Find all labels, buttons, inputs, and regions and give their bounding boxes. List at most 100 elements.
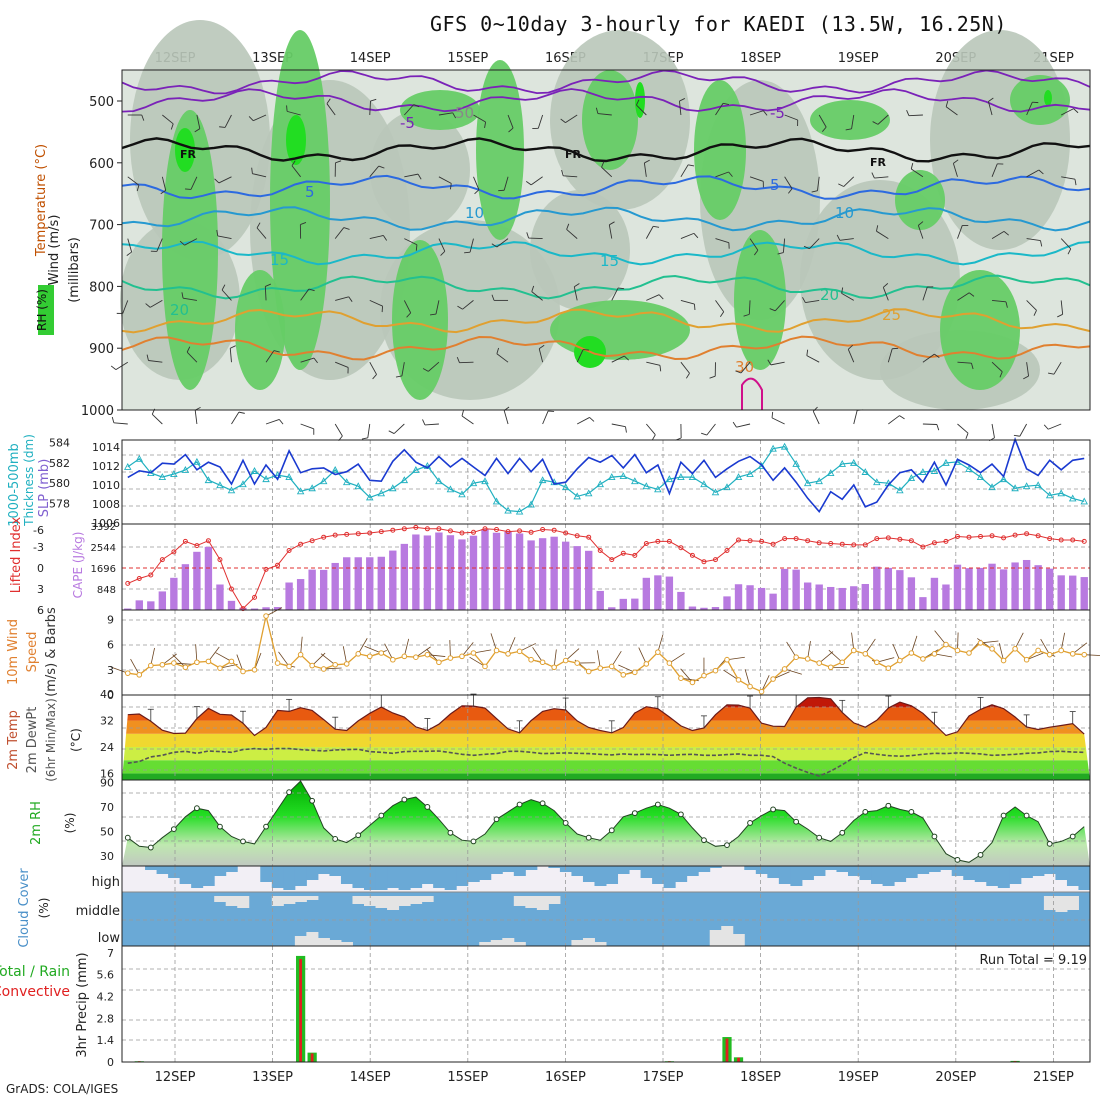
high-cloud-bar (226, 866, 238, 872)
pressure-tick-label: 600 (89, 157, 114, 172)
slp-tick-label: 1010 (92, 479, 120, 492)
low-cloud-gap (571, 940, 583, 946)
thickness-unit-label: Thickness (dm) (22, 434, 36, 527)
middle-cloud-gap (214, 896, 226, 902)
rh-marker (310, 798, 315, 803)
contour-label: 25 (882, 306, 901, 324)
high-cloud-bar (1044, 866, 1056, 874)
cape-bar (332, 563, 339, 610)
wind-speed-marker (506, 652, 511, 657)
li-tick-label: 0 (37, 562, 44, 575)
wind-speed-marker (563, 658, 568, 663)
high-cloud-bar (479, 866, 491, 880)
wind-speed-marker (909, 651, 914, 656)
high-cloud-bar (894, 866, 906, 882)
cape-bar (677, 592, 684, 610)
wind-speed-marker (483, 664, 488, 669)
high-cloud-bar (1021, 866, 1033, 878)
cape-bar (850, 586, 857, 610)
wind-speed-marker (391, 657, 396, 662)
cloud-low-label: low (98, 931, 121, 946)
rh-tick-label: 50 (100, 826, 114, 839)
high-cloud-bar (779, 866, 791, 884)
high-cloud-bar (514, 866, 526, 876)
wind-tick-label: 9 (107, 613, 114, 626)
high-cloud-bar (260, 866, 272, 882)
high-cloud-bar (203, 866, 215, 886)
page-title: GFS 0~10day 3-hourly for KAEDI (13.5W, 1… (430, 12, 1007, 36)
contour-label: 10 (835, 204, 854, 222)
cape-bar (1046, 569, 1053, 610)
grads-credit: GrADS: COLA/IGES (6, 1082, 118, 1096)
high-cloud-bar (502, 866, 514, 872)
wind-barb-flag (772, 412, 773, 418)
high-cloud-bar (306, 866, 318, 880)
wind-speed-marker (517, 649, 522, 654)
cape-bar (378, 557, 385, 610)
wind-speed-marker (298, 652, 303, 657)
cape-bar (1011, 562, 1018, 610)
thickness-axis-label: 1000-500mb (7, 443, 22, 527)
wind-barb-flag (694, 304, 695, 310)
cape-bar (631, 599, 638, 610)
rh-moist-area (930, 30, 1070, 250)
wind-speed-marker (759, 689, 764, 694)
cape-bar (769, 594, 776, 610)
wind-speed-marker (967, 651, 972, 656)
rh-marker (1047, 841, 1052, 846)
wind-speed-marker (771, 677, 776, 682)
bottom-date-label: 16SEP (545, 1070, 586, 1085)
high-cloud-bar (318, 866, 330, 874)
high-cloud-bar (675, 866, 687, 882)
bottom-date-label: 20SEP (935, 1070, 976, 1085)
middle-cloud-gap (1055, 896, 1067, 912)
temp-tick-label: 40 (100, 688, 114, 701)
wind-speed-marker (125, 671, 130, 676)
rh-marker (171, 827, 176, 832)
wind-speed-marker (575, 661, 580, 666)
rh-marker (333, 837, 338, 842)
high-cloud-bar (906, 866, 918, 878)
contour-label: FR (565, 148, 582, 161)
precip-convective-label: Convective (0, 984, 70, 1000)
contour-label: 10 (465, 204, 484, 222)
middle-cloud-gap (306, 896, 318, 900)
contour-label: 5 (305, 183, 315, 201)
low-cloud-gap (329, 940, 341, 946)
wind-axis-label: Wind (m/s) (47, 215, 62, 286)
cape-bar (308, 570, 315, 610)
precip-axis-label: 3hr Precip (mm) (75, 952, 90, 1057)
cape-bar (159, 591, 166, 610)
li-tick-label: -3 (33, 541, 44, 554)
bottom-date-label: 12SEP (155, 1070, 196, 1085)
rh-marker (517, 802, 522, 807)
high-cloud-bar (641, 866, 653, 878)
middle-cloud-gap (537, 896, 549, 910)
cape-bar (481, 529, 488, 610)
rh-2m-axis-label: 2m RH (29, 801, 44, 845)
cape-bar (816, 584, 823, 610)
high-cloud-bar (963, 866, 975, 880)
cape-bar (170, 578, 177, 610)
high-cloud-bar (836, 866, 848, 872)
cape-bar (977, 568, 984, 610)
temperature-band (122, 760, 1090, 773)
precip-frame (122, 946, 1090, 1062)
wind-speed-marker (667, 661, 672, 666)
contour-label: 15 (270, 251, 289, 269)
middle-cloud-gap (1044, 896, 1056, 910)
cape-bar (666, 577, 673, 610)
wind-speed-marker (932, 652, 937, 657)
cape-bar (147, 601, 154, 610)
rh-marker (863, 809, 868, 814)
contour-label: FR (870, 156, 887, 169)
middle-cloud-gap (295, 896, 307, 902)
high-cloud-bar (1009, 866, 1021, 884)
middle-cloud-gap (410, 896, 422, 904)
cape-bar (735, 584, 742, 610)
high-cloud-bar (1055, 866, 1067, 880)
wind-speed-marker (137, 673, 142, 678)
wind-speed-marker (183, 665, 188, 670)
rh-marker (978, 853, 983, 858)
